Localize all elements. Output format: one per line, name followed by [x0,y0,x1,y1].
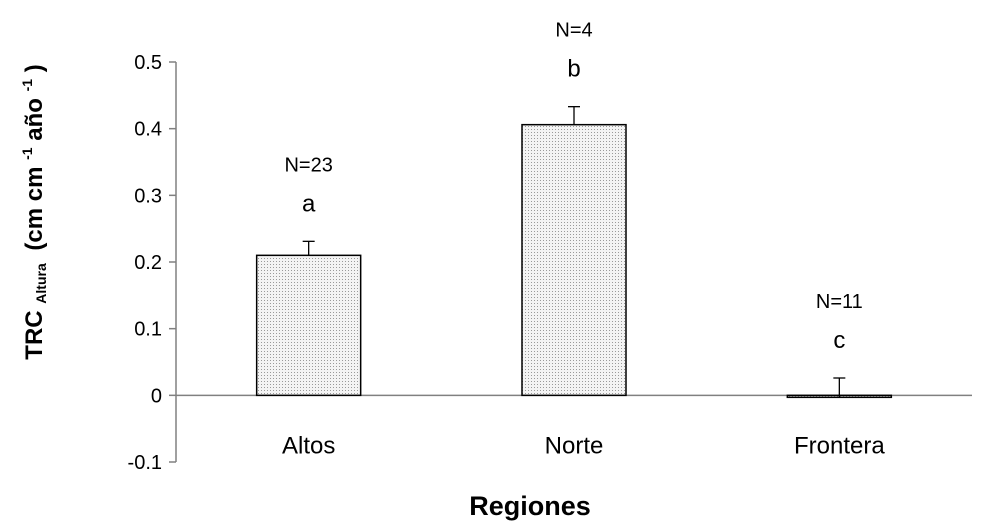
bars [255,106,893,399]
y-axis-title-sup2: -1 [19,79,35,92]
significance-letter: a [302,190,316,217]
sample-size-label: N=11 [816,291,863,313]
category-label: Norte [545,432,604,459]
labels: N=23 a Altos N=4 b Norte N=11 c Frontera [282,20,885,460]
category-label: Frontera [794,432,885,459]
significance-letter: c [833,327,845,354]
sample-size-label: N=4 [555,20,592,42]
y-tick-label: -0.1 [128,452,162,474]
y-axis-title-sup1: -1 [19,147,35,160]
bar-altos [255,254,362,397]
y-tick-label: 0.5 [134,52,162,74]
x-axis-title: Regiones [469,491,591,521]
y-tick-label: 0 [151,385,162,407]
significance-letter: b [567,56,580,83]
y-tick-label: 0.3 [134,185,162,207]
category-label: Altos [282,432,335,459]
y-axis-title-subscript: Altura [33,263,49,304]
sample-size-label: N=23 [284,154,332,176]
y-axis-title: TRC Altura (cm cm -1 año -1 ) [11,64,52,359]
y-tick-label: 0.2 [134,252,162,274]
y-tick-label: 0.4 [134,119,162,141]
y-axis-title-main: TRC [21,310,48,359]
y-axis-title-units-prefix: (cm cm [21,167,48,251]
y-axis-title-units-mid: año [21,98,48,141]
y-tick-label: 0.1 [134,319,162,341]
y-axis-title-units-suffix: ) [21,64,48,72]
bar-norte [521,123,627,397]
